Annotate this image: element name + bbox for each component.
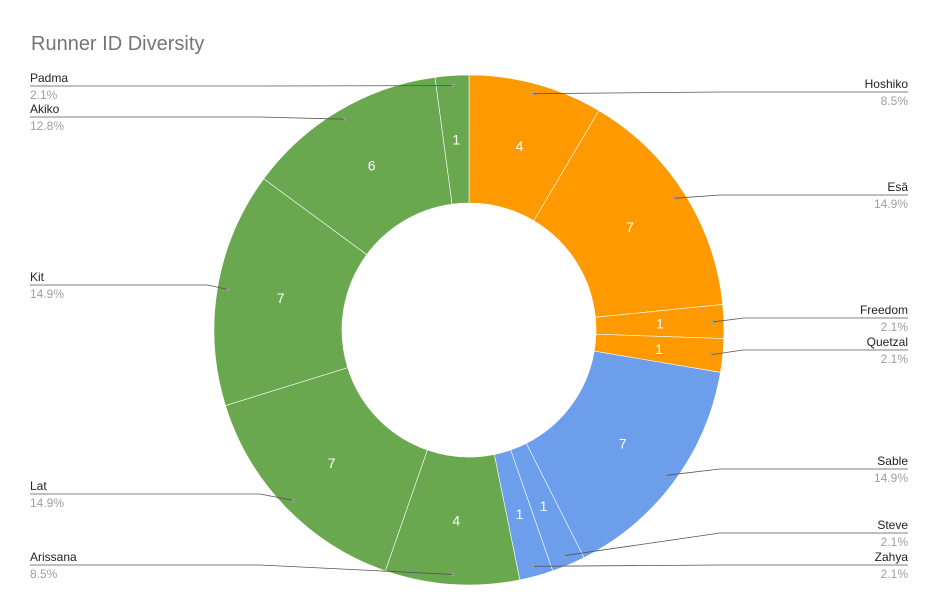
label-name-akiko: Akiko bbox=[30, 102, 60, 116]
leader-line-freedom bbox=[713, 317, 908, 323]
label-name-kit: Kit bbox=[30, 270, 45, 284]
leader-line-hoshiko bbox=[533, 91, 908, 95]
leader-dot-freedom bbox=[712, 320, 716, 324]
leader-line-kit bbox=[30, 284, 228, 290]
label-name-sable: Sable bbox=[877, 454, 908, 468]
slice-esa bbox=[533, 110, 724, 318]
slice-lat bbox=[225, 367, 428, 572]
label-percent-lat: 14.9% bbox=[30, 496, 64, 510]
leader-line-zahya bbox=[533, 564, 908, 567]
slice-value-lat: 7 bbox=[328, 455, 336, 471]
slice-value-steve: 1 bbox=[540, 498, 548, 514]
label-percent-freedom: 2.1% bbox=[881, 320, 909, 334]
slice-kit bbox=[213, 178, 368, 406]
leader-line-steve bbox=[564, 532, 908, 556]
leader-line-akiko bbox=[30, 116, 345, 120]
label-name-hoshiko: Hoshiko bbox=[865, 77, 909, 91]
slice-value-arissana: 4 bbox=[452, 513, 460, 529]
slice-value-akiko: 6 bbox=[368, 158, 376, 174]
leader-dot-kit bbox=[225, 287, 230, 292]
leader-line-quetzal bbox=[712, 349, 908, 355]
leader-line-lat bbox=[30, 493, 293, 501]
label-name-steve: Steve bbox=[877, 518, 908, 532]
leader-line-arissana bbox=[30, 564, 453, 575]
label-percent-akiko: 12.8% bbox=[30, 119, 64, 133]
label-percent-quetzal: 2.1% bbox=[881, 352, 909, 366]
leader-dot-padma bbox=[450, 83, 455, 88]
leader-lines bbox=[30, 83, 908, 577]
label-name-quetzal: Quetzal bbox=[867, 335, 908, 349]
slice-sable bbox=[525, 350, 721, 558]
label-name-arissana: Arissana bbox=[30, 550, 77, 564]
slice-value-kit: 7 bbox=[277, 290, 285, 306]
label-percent-arissana: 8.5% bbox=[30, 567, 58, 581]
slice-akiko bbox=[263, 76, 453, 256]
leader-line-sable bbox=[666, 468, 908, 476]
label-name-lat: Lat bbox=[30, 479, 47, 493]
label-name-esa: Esâ bbox=[887, 180, 908, 194]
leader-line-esa bbox=[675, 194, 908, 199]
label-name-zahya: Zahya bbox=[875, 550, 909, 564]
slice-value-freedom: 1 bbox=[656, 316, 664, 332]
slice-value-zahya: 1 bbox=[516, 506, 524, 522]
label-name-padma: Padma bbox=[30, 71, 68, 85]
label-percent-hoshiko: 8.5% bbox=[881, 94, 909, 108]
slice-value-hoshiko: 4 bbox=[516, 138, 524, 154]
label-percent-esa: 14.9% bbox=[874, 197, 908, 211]
label-percent-sable: 14.9% bbox=[874, 471, 908, 485]
outer-labels: Hoshiko8.5%Esâ14.9%Freedom2.1%Quetzal2.1… bbox=[30, 71, 908, 581]
chart-title: Runner ID Diversity bbox=[31, 33, 204, 55]
donut-slices bbox=[213, 74, 725, 586]
slice-padma bbox=[434, 74, 470, 205]
slice-value-quetzal: 1 bbox=[655, 341, 663, 357]
label-name-freedom: Freedom bbox=[860, 303, 908, 317]
label-percent-padma: 2.1% bbox=[30, 88, 58, 102]
label-percent-kit: 14.9% bbox=[30, 287, 64, 301]
label-percent-steve: 2.1% bbox=[881, 535, 909, 549]
label-percent-zahya: 2.1% bbox=[881, 567, 909, 581]
slice-value-padma: 1 bbox=[452, 131, 460, 147]
slice-value-esa: 7 bbox=[626, 219, 634, 235]
slice-value-sable: 7 bbox=[619, 435, 627, 451]
